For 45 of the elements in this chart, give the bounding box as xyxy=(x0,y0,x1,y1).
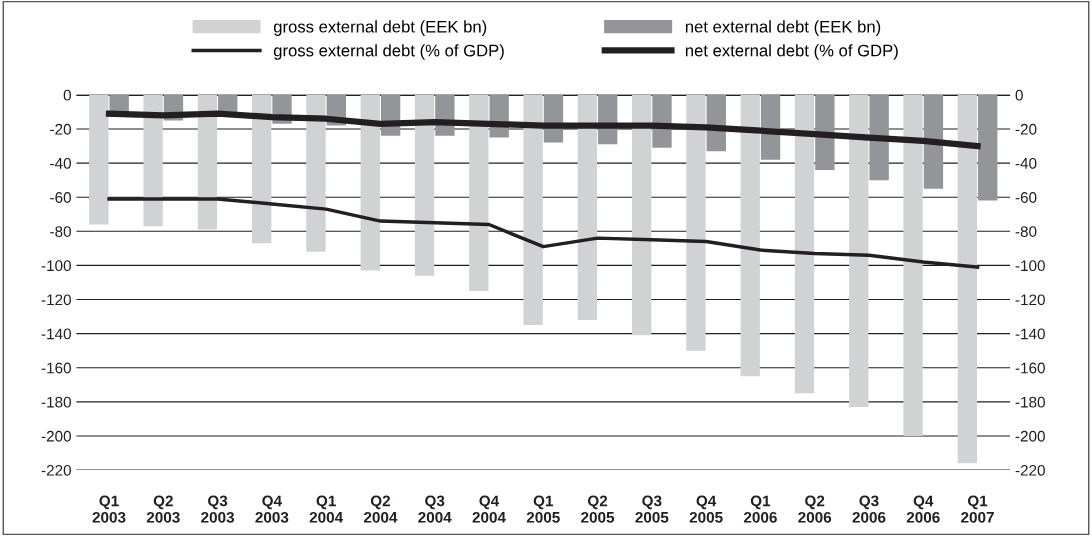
x-tick-label: Q2 2004 xyxy=(363,495,398,523)
y-tick-label: -180 xyxy=(41,396,71,408)
x-tick-label: Q4 2006 xyxy=(906,495,940,523)
y2-tick-label: -40 xyxy=(1015,157,1037,169)
y2-tick-label: 0 xyxy=(1015,89,1023,101)
y-tick-label: -160 xyxy=(41,362,71,374)
y-tick-label: -100 xyxy=(41,260,71,272)
x-tick-label: Q3 2005 xyxy=(635,495,669,523)
x-tick-label: Q1 2003 xyxy=(92,495,126,523)
y2-tick-label: -120 xyxy=(1015,294,1045,306)
x-tick-label: Q1 2006 xyxy=(743,495,777,523)
y2-tick-label: -180 xyxy=(1015,396,1045,408)
y2-tick-label: -20 xyxy=(1015,123,1037,135)
y-tick-label: 0 xyxy=(63,89,71,101)
x-tick-label: Q4 2004 xyxy=(472,495,506,523)
x-tick-label: Q3 2003 xyxy=(201,495,235,523)
x-tick-label: Q4 2005 xyxy=(689,495,723,523)
y-tick-label: -60 xyxy=(50,192,71,203)
x-tick-label: Q2 2005 xyxy=(581,495,615,523)
legend-label: net external debt (% of GDP) xyxy=(685,44,898,60)
y-tick-label: -80 xyxy=(50,226,71,237)
y2-tick-label: -200 xyxy=(1015,430,1045,442)
y-tick-label: -40 xyxy=(50,157,71,169)
y2-tick-label: -60 xyxy=(1015,192,1037,203)
x-tick-label: Q1 2005 xyxy=(526,495,560,523)
x-tick-label: Q3 2004 xyxy=(418,495,452,523)
y2-tick-label: -160 xyxy=(1015,362,1045,374)
legend-label: gross external debt (% of GDP) xyxy=(273,44,504,60)
y-tick-label: -120 xyxy=(41,294,71,306)
x-tick-label: Q2 2006 xyxy=(798,495,832,523)
y-tick-label: -200 xyxy=(41,430,71,442)
y-tick-label: -220 xyxy=(41,464,71,476)
y-tick-label: -140 xyxy=(41,328,71,340)
x-tick-label: Q4 2003 xyxy=(255,495,289,523)
x-tick-label: Q3 2006 xyxy=(852,495,886,523)
y2-tick-label: -100 xyxy=(1015,260,1045,272)
y2-tick-label: -80 xyxy=(1015,226,1037,237)
legend-label: net external debt (EEK bn) xyxy=(685,20,881,36)
y2-tick-label: -140 xyxy=(1015,328,1045,340)
legend-label: gross external debt (EEK bn) xyxy=(273,20,487,36)
y-tick-label: -20 xyxy=(50,123,71,135)
x-tick-label: Q2 2003 xyxy=(146,495,180,523)
x-tick-label: Q1 2004 xyxy=(309,495,344,523)
y2-tick-label: -220 xyxy=(1015,464,1045,476)
x-tick-label: Q1 2007 xyxy=(961,495,994,523)
